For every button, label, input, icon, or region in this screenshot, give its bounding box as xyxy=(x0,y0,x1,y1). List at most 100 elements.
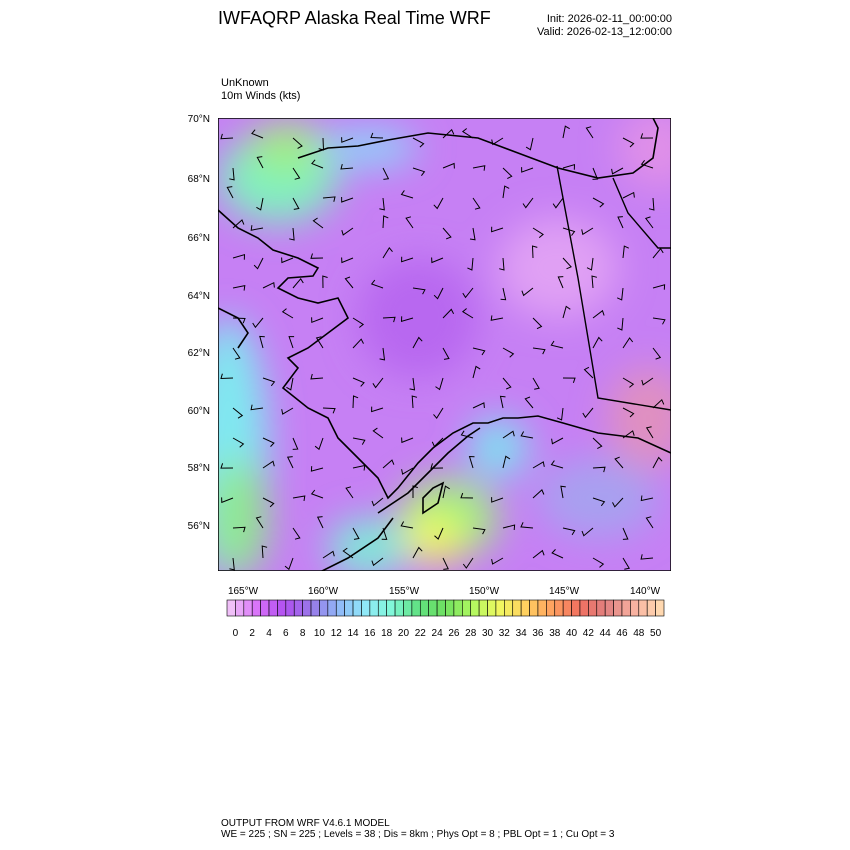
wind-barb xyxy=(551,549,564,559)
wind-barb xyxy=(550,340,564,349)
wind-barb xyxy=(352,527,360,540)
colorbar-label: 32 xyxy=(498,628,510,639)
colorbar-box xyxy=(310,599,320,617)
wind-barb xyxy=(640,133,654,139)
wind-barb xyxy=(622,527,629,540)
colorbar-label: 30 xyxy=(481,628,494,639)
wind-barb xyxy=(469,227,476,241)
lon-label: 150°W xyxy=(468,586,500,597)
wind-barb xyxy=(232,254,246,260)
wind-barb xyxy=(467,257,474,271)
wind-barb xyxy=(292,437,299,450)
lat-label: 70°N xyxy=(187,114,210,125)
colorbar-label: 20 xyxy=(397,628,410,639)
wind-barb xyxy=(226,186,234,199)
wind-barb xyxy=(472,165,486,171)
colorbar-label: 14 xyxy=(347,628,359,639)
wind-barb xyxy=(612,497,624,508)
lon-label: 160°W xyxy=(307,586,339,597)
lat-label: 66°N xyxy=(187,233,210,244)
colorbar-box xyxy=(386,599,396,617)
wind-barb xyxy=(532,377,540,390)
wind-barb xyxy=(591,275,598,289)
colorbar-label: 26 xyxy=(448,628,460,639)
wind-barb xyxy=(381,527,388,540)
wind-barb xyxy=(433,197,444,210)
wind-barb xyxy=(617,216,624,229)
wind-barb xyxy=(491,557,504,565)
wind-barb xyxy=(229,557,235,571)
wind-barb xyxy=(472,527,486,535)
colorbar-box xyxy=(470,599,480,617)
colorbar-label: 16 xyxy=(364,628,376,639)
wind-barb xyxy=(442,162,455,169)
wind-barb xyxy=(250,404,264,411)
colorbar-box xyxy=(352,599,362,617)
colorbar-label: 34 xyxy=(515,628,527,639)
wind-barb xyxy=(442,347,450,360)
lat-label: 68°N xyxy=(187,174,210,185)
wind-barb xyxy=(592,197,605,208)
wind-barb xyxy=(292,495,306,501)
wind-barb xyxy=(292,197,300,210)
colorbar-box xyxy=(495,599,505,617)
colorbar-box xyxy=(344,599,354,617)
wind-barb xyxy=(311,317,324,324)
wind-barb xyxy=(371,497,384,507)
wind-barb xyxy=(462,557,474,569)
lon-label: 140°W xyxy=(629,586,661,597)
colorbar-box xyxy=(604,599,614,617)
colorbar-box xyxy=(419,599,429,617)
wind-barb xyxy=(532,347,546,355)
coastlines xyxy=(218,118,671,571)
init-time: Init: 2026-02-11_00:00:00 xyxy=(546,13,672,25)
wind-barb xyxy=(472,402,485,409)
colorbar-box xyxy=(277,599,287,617)
wind-barb xyxy=(232,526,246,533)
field-description: UnKnown 10m Winds (kts) xyxy=(221,77,300,103)
wind-barb xyxy=(442,308,455,319)
colorbar-label: 48 xyxy=(633,628,645,639)
colorbar-box xyxy=(335,599,345,617)
colorbar-box xyxy=(260,599,270,617)
wind-barb xyxy=(379,197,385,211)
wind-barb xyxy=(640,495,654,502)
wind-barb xyxy=(592,336,603,349)
wind-barb xyxy=(431,257,444,264)
wind-barb xyxy=(250,225,264,231)
wind-barb xyxy=(472,347,486,356)
wind-barb xyxy=(370,279,384,289)
colorbar-label: 22 xyxy=(414,628,426,639)
wind-barb xyxy=(284,557,294,571)
wind-barb xyxy=(472,197,481,210)
wind-barb xyxy=(251,129,264,139)
wind-barb xyxy=(640,554,654,560)
wind-barb xyxy=(232,437,245,448)
colorbar-label: 44 xyxy=(599,628,611,639)
wind-barb xyxy=(532,489,545,499)
wind-barb xyxy=(341,227,354,236)
wind-barb xyxy=(652,317,666,325)
wind-barb xyxy=(261,545,268,559)
wind-barb xyxy=(220,463,234,469)
wind-barb xyxy=(400,521,414,529)
wind-barb xyxy=(289,227,295,241)
wind-barb xyxy=(255,516,264,529)
wind-barb xyxy=(502,430,515,439)
wind-barb xyxy=(221,497,234,504)
wind-barb xyxy=(472,365,481,379)
colorbar-box xyxy=(638,599,648,617)
wind-barb xyxy=(652,347,662,360)
model-info: OUTPUT FROM WRF V4.6.1 MODEL WE = 225 ; … xyxy=(221,818,614,840)
init-valid-times: Init: 2026-02-11_00:00:00 Valid: 2026-02… xyxy=(537,13,672,39)
colorbar-box xyxy=(478,599,488,617)
wind-barb xyxy=(562,377,576,383)
wind-barb xyxy=(525,137,534,151)
wind-barb xyxy=(652,398,665,409)
wind-barb xyxy=(229,167,235,181)
wind-barb xyxy=(310,373,324,380)
wind-barb xyxy=(499,395,506,409)
wind-barb xyxy=(352,338,364,349)
colorbar-box xyxy=(445,599,455,617)
wind-barb xyxy=(520,431,534,439)
